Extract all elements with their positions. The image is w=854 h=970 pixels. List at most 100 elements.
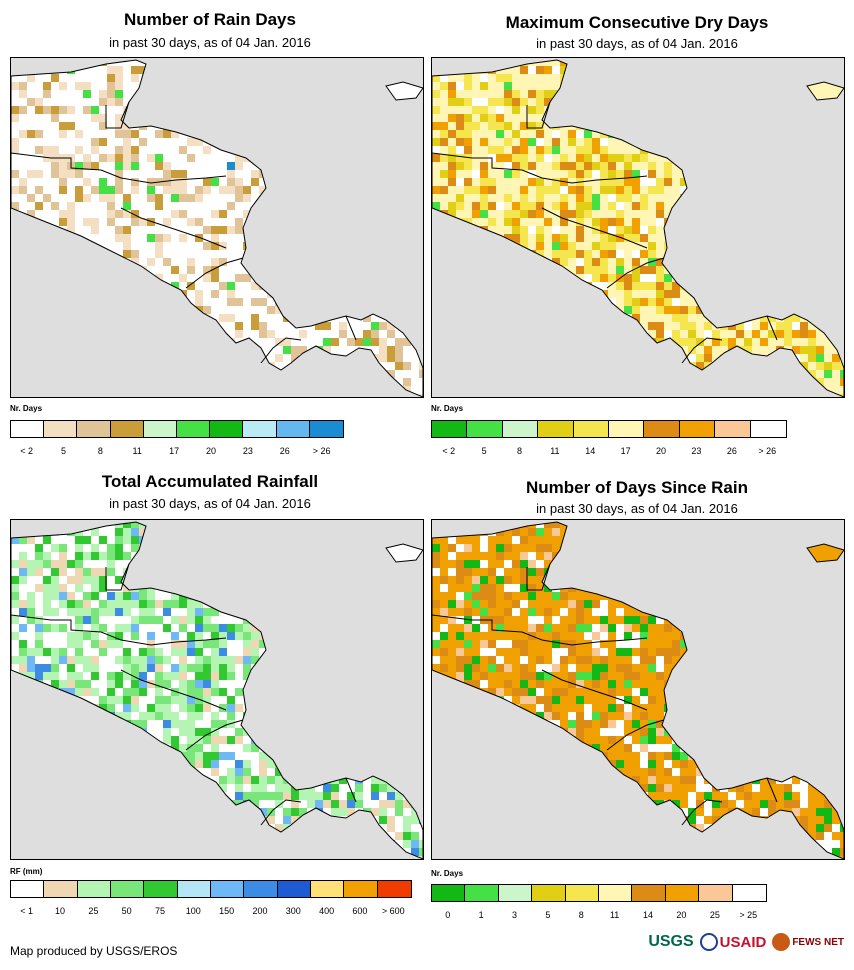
map-cell	[432, 154, 440, 162]
map-cell	[419, 338, 423, 346]
map-cell	[840, 362, 844, 370]
map-cell	[704, 314, 712, 322]
map-cell	[752, 114, 760, 122]
map-cell	[648, 242, 656, 250]
map-cell	[544, 154, 552, 162]
map-cell	[43, 314, 51, 322]
map-cell	[131, 536, 139, 544]
map-cell	[472, 282, 480, 290]
map-cell	[568, 218, 576, 226]
map-cell	[243, 290, 251, 298]
map-cell	[624, 162, 632, 170]
map-cell	[251, 122, 259, 130]
map-cell	[624, 290, 632, 298]
map-cell	[235, 552, 243, 560]
map-cell	[51, 370, 59, 378]
map-cell	[315, 130, 323, 138]
map-cell	[504, 330, 512, 338]
map-cell	[760, 210, 768, 218]
map-cell	[504, 114, 512, 122]
map-cell	[235, 522, 243, 528]
map-cell	[27, 346, 35, 354]
map-cell	[624, 154, 632, 162]
map-cell	[792, 282, 800, 290]
map-cell	[131, 330, 139, 338]
map-cell	[712, 370, 720, 378]
map-cell	[480, 362, 488, 370]
map-cell	[776, 90, 784, 98]
map-cell	[107, 106, 115, 114]
map-cell	[448, 130, 456, 138]
map-cell	[512, 178, 520, 186]
map-cell	[419, 226, 423, 234]
map-cell	[840, 154, 844, 162]
map-cell	[379, 370, 387, 378]
map-cell	[840, 282, 844, 290]
map-cell	[448, 282, 456, 290]
map-cell	[656, 194, 664, 202]
map-cell	[235, 226, 243, 234]
map-cell	[576, 362, 584, 370]
map-cell	[355, 106, 363, 114]
map-cell	[331, 266, 339, 274]
map-cell	[552, 82, 560, 90]
map-cell	[91, 378, 99, 386]
map-cell	[752, 178, 760, 186]
map-cell	[27, 362, 35, 370]
map-cell	[267, 258, 275, 266]
legend-tick-label: 17	[620, 446, 631, 456]
map-cell	[27, 210, 35, 218]
map-cell	[419, 98, 423, 106]
map-cell	[632, 290, 640, 298]
map-cell	[784, 162, 792, 170]
map-cell	[544, 330, 552, 338]
map-cell	[712, 330, 720, 338]
map-cell	[363, 282, 371, 290]
map-cell	[552, 162, 560, 170]
map-cell	[187, 560, 195, 568]
map-cell	[584, 362, 592, 370]
map-cell	[115, 282, 123, 290]
map-cell	[632, 74, 640, 82]
map-cell	[299, 536, 307, 544]
map-cell	[227, 346, 235, 354]
map-cell	[632, 378, 640, 386]
map-cell	[419, 178, 423, 186]
map-cell	[379, 338, 387, 346]
map-cell	[339, 106, 347, 114]
map-cell	[123, 552, 131, 560]
map-cell	[403, 186, 411, 194]
map-cell	[131, 584, 139, 592]
map-cell	[752, 370, 760, 378]
map-cell	[419, 234, 423, 242]
map-cell	[211, 218, 219, 226]
map-cell	[147, 522, 155, 528]
map-cell	[403, 218, 411, 226]
map-cell	[131, 154, 139, 162]
map-cell	[131, 354, 139, 362]
map-cell	[331, 544, 339, 552]
map-cell	[816, 370, 824, 378]
map-cell	[347, 552, 355, 560]
map-cell	[83, 106, 91, 114]
map-cell	[179, 202, 187, 210]
map-cell	[131, 322, 139, 330]
map-cell	[91, 60, 99, 66]
country-border	[526, 101, 551, 129]
map-cell	[720, 290, 728, 298]
map-cell	[243, 74, 251, 82]
map-cell	[227, 138, 235, 146]
map-cell	[752, 186, 760, 194]
map-cell	[472, 90, 480, 98]
map-cell	[187, 330, 195, 338]
map-cell	[712, 60, 720, 66]
map-cell	[440, 282, 448, 290]
map-cell	[291, 576, 299, 584]
map-cell	[488, 314, 496, 322]
map-cell	[371, 322, 379, 330]
map-cell	[275, 186, 283, 194]
map-cell	[496, 202, 504, 210]
map-cell	[355, 98, 363, 106]
map-cell	[528, 82, 536, 90]
map-cell	[27, 274, 35, 282]
